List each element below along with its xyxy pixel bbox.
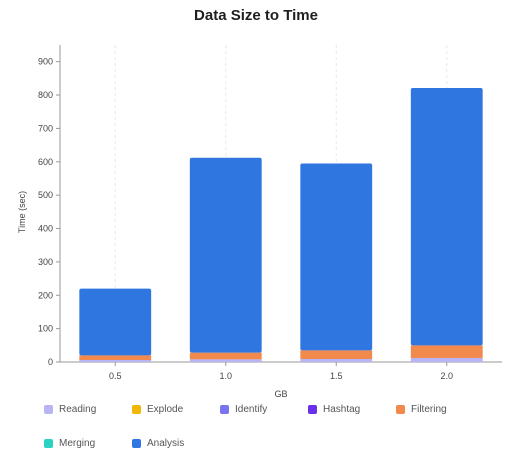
legend-swatch: [132, 405, 141, 414]
bar-segment-reading[interactable]: [300, 358, 373, 362]
bar-segment-filtering[interactable]: [79, 355, 152, 360]
legend-swatch: [396, 405, 405, 414]
y-tick-label: 900: [38, 57, 53, 67]
legend-swatch: [308, 405, 317, 414]
bar-segment-analysis[interactable]: [79, 288, 152, 356]
bar-segment-filtering[interactable]: [189, 352, 262, 360]
x-tick-label: 0.5: [109, 371, 122, 381]
y-tick-label: 800: [38, 90, 53, 100]
legend-label: Filtering: [411, 404, 447, 415]
y-tick-label: 100: [38, 324, 53, 334]
chart: Data Size to Time 0 100 200 300 400 500 600 700…: [17, 7, 502, 399]
y-tick-label: 0: [48, 357, 53, 367]
legend-label: Reading: [59, 404, 97, 415]
legend-item-explode[interactable]: Explode: [132, 404, 183, 415]
bar-segment-filtering[interactable]: [300, 350, 373, 359]
bar-segment-analysis[interactable]: [189, 157, 262, 353]
bar-segment-analysis[interactable]: [300, 163, 373, 351]
bar-segment-analysis[interactable]: [410, 88, 483, 346]
legend-swatch: [44, 439, 53, 448]
grid: [114, 45, 448, 362]
legend-swatch: [220, 405, 229, 414]
chart-title: Data Size to Time: [194, 7, 318, 24]
y-tick-label: 400: [38, 224, 53, 234]
x-axis-label: GB: [274, 389, 287, 399]
y-tick-label: 700: [38, 123, 53, 133]
legend-item-identify[interactable]: Identify: [220, 404, 267, 415]
y-tick-label: 300: [38, 257, 53, 267]
legend-item-hashtag[interactable]: Hashtag: [308, 404, 360, 415]
x-axis: 0.5 1.0 1.5 2.0: [60, 361, 502, 381]
legend-label: Merging: [59, 438, 96, 449]
y-tick-label: 600: [38, 157, 53, 167]
y-tick-label: 200: [38, 290, 53, 300]
bar-segment-filtering[interactable]: [410, 345, 483, 358]
bar-segment-reading[interactable]: [410, 357, 483, 362]
legend-item-filtering[interactable]: Filtering: [396, 404, 447, 415]
bar-segment-reading[interactable]: [79, 359, 152, 362]
legend-item-merging[interactable]: Merging: [44, 438, 95, 449]
y-axis-label: Time (sec): [17, 191, 27, 233]
x-tick-label: 1.5: [330, 371, 343, 381]
legend-item-reading[interactable]: Reading: [44, 404, 96, 415]
legend-label: Identify: [235, 404, 268, 415]
legend-label: Hashtag: [323, 404, 361, 415]
legend-label: Analysis: [147, 438, 185, 449]
y-tick-label: 500: [38, 190, 53, 200]
x-tick-label: 1.0: [219, 371, 232, 381]
bars: [79, 88, 483, 362]
x-tick-label: 2.0: [440, 371, 453, 381]
legend-swatch: [44, 405, 53, 414]
legend-swatch: [132, 439, 141, 448]
legend-item-analysis[interactable]: Analysis: [132, 438, 184, 449]
bar-segment-reading[interactable]: [189, 359, 262, 362]
legend-label: Explode: [147, 404, 184, 415]
y-axis: 0 100 200 300 400 500 600 700 800 900: [38, 45, 61, 367]
